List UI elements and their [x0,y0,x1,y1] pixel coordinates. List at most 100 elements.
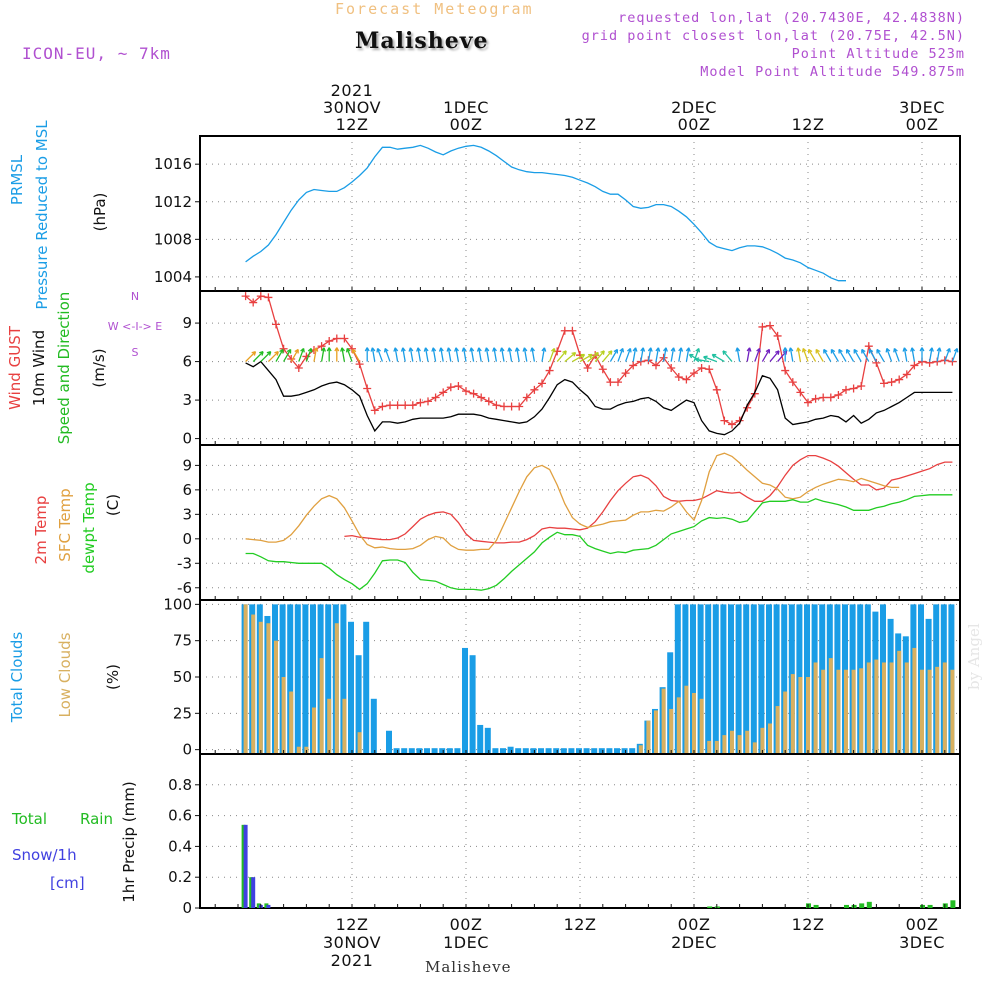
gust-marker [545,366,554,375]
bar-rain [927,904,933,908]
wind-arrow-head [788,347,794,352]
line-gust [245,295,953,426]
line-sfc [245,452,900,551]
wind-arrow-head [796,347,801,352]
bar-low_clouds [737,735,742,754]
bar-total_clouds [705,604,712,754]
wind-arrow [815,349,824,362]
gust-marker [720,416,729,425]
bar-total_clouds [439,748,446,754]
wind-arrow-head [695,357,700,363]
gust-marker [401,401,410,410]
gust-marker [583,364,592,372]
wind-arrow [695,358,710,363]
wind-arrow [761,349,770,362]
time-label-top: 12Z [792,115,825,134]
gust-marker [872,358,881,367]
gust-marker [317,342,326,351]
bar-low_clouds [775,706,780,754]
bar-total_clouds [712,604,719,754]
wind-arrow [928,347,933,362]
bar-low_clouds [882,662,886,754]
wind-arrow [478,347,482,362]
gust-marker [614,378,622,387]
y-tick-label: 0 [182,741,192,759]
bar-low_clouds [950,669,955,754]
wind-arrow [617,348,624,362]
time-label-bottom: 12Z [564,915,597,934]
y-tick-label: 1012 [154,193,192,211]
bar-low_clouds [707,740,712,754]
bar-low_clouds [646,720,651,754]
wind-arrow-head [801,347,807,353]
wind-arrow [685,347,690,362]
bar-total_clouds [484,727,491,754]
gust-marker [804,398,812,407]
time-label-top: 00Z [450,115,483,134]
time-label-top: 00Z [678,115,711,134]
gust-marker [241,292,250,301]
gust-marker [272,320,280,329]
wind-arrow [670,347,675,362]
wind-arrow-head [647,347,653,352]
wind-arrow-head [364,347,370,352]
wind-arrow [853,349,862,362]
wind-arrow [711,354,725,363]
gust-marker [538,379,546,388]
gust-marker [363,384,372,393]
gust-marker [773,331,782,340]
gust-marker [621,369,630,378]
y-tick-label: 25 [173,704,192,722]
gust-marker [781,366,790,375]
wind-arrow-head [823,348,828,354]
bar-low_clouds [266,623,271,754]
wind-arrow-head [765,348,771,354]
wind-arrow [609,349,618,362]
gust-marker [895,375,904,384]
wind-arrow [579,354,593,363]
wind-arrow-head [294,348,299,354]
wind-arrow [632,347,637,362]
wind-arrow-head [266,351,272,356]
bar-total_clouds [355,655,362,754]
gust-marker [249,298,258,307]
wind-arrow [541,347,546,362]
wind-arrow [647,347,652,362]
bar-low_clouds [904,662,909,754]
bar-low_clouds [684,685,689,754]
gust-marker [446,383,455,392]
wind-arrow [485,347,490,362]
bar-total_clouds [408,748,415,754]
bar-total_clouds [606,748,613,754]
gust-marker [674,372,683,381]
panel-frame-temperature [199,444,961,601]
label-sfc-temp: SFC Temp [56,488,74,561]
bar-total_clouds [621,748,628,754]
gust-marker [386,401,394,410]
gust-marker [462,387,470,396]
wind-arrow-head [274,351,279,356]
gust-marker [697,364,706,372]
wind-arrow-head [626,347,632,353]
bar-total_clouds [629,748,636,754]
wind-arrow-head [885,347,891,353]
wind-arrow [564,352,576,363]
wind-arrow [722,350,733,363]
bar-total_clouds [667,652,674,754]
gust-marker [682,375,691,384]
wind-arrow [424,347,429,362]
time-label-bottom: 2DEC [671,933,717,952]
wind-arrow [346,348,353,362]
gust-marker [887,378,896,387]
gust-marker [408,401,417,410]
gust-marker [857,381,866,390]
wind-arrow [640,347,644,362]
wind-arrow [352,349,361,362]
wind-arrow [523,347,528,362]
bar-low_clouds [889,662,894,754]
bar-low_clouds [760,727,765,754]
time-label-top: 3DEC [899,98,945,117]
gust-marker [849,384,858,393]
gust-marker [880,379,888,388]
wind-arrow-head [711,353,717,359]
